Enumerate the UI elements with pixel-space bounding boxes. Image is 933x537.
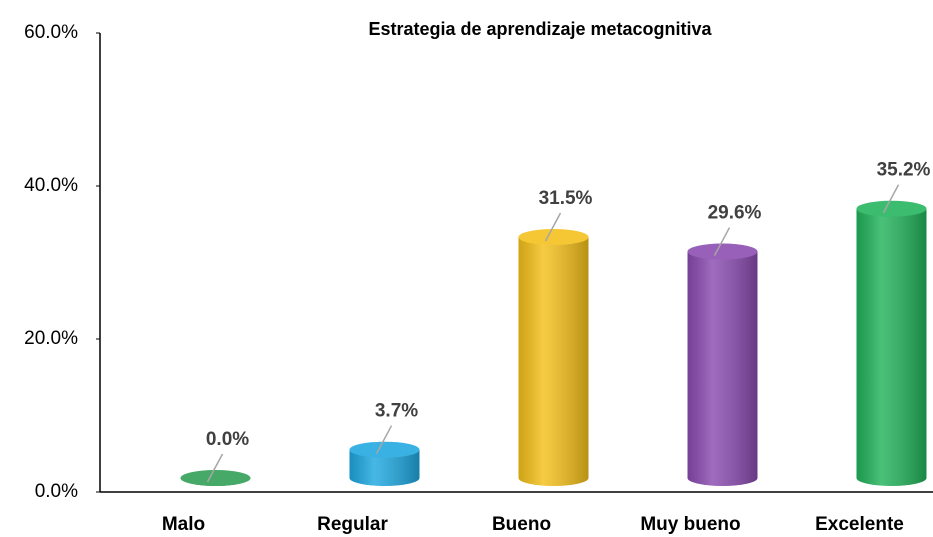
- bar: [856, 200, 927, 486]
- y-tick-label: 20.0%: [24, 328, 78, 349]
- bar: [518, 229, 589, 486]
- y-tick-label: 0.0%: [35, 481, 78, 502]
- leader-line: [713, 227, 731, 256]
- leader-line: [544, 212, 562, 242]
- x-tick-label: Excelente: [815, 514, 904, 535]
- data-label: 0.0%: [206, 429, 249, 450]
- bar: [180, 470, 251, 486]
- y-tick-label: 60.0%: [24, 22, 78, 43]
- bar: [687, 243, 758, 486]
- data-label: 31.5%: [539, 188, 593, 209]
- x-tick-label: Muy bueno: [640, 514, 740, 535]
- y-tick-label: 40.0%: [24, 175, 78, 196]
- bar: [349, 441, 420, 486]
- x-tick-label: Malo: [162, 514, 205, 535]
- x-tick-label: Regular: [317, 514, 388, 535]
- data-label: 3.7%: [375, 401, 418, 422]
- x-tick-label: Bueno: [492, 514, 551, 535]
- chart-title: Estrategia de aprendizaje metacognitiva: [368, 19, 712, 39]
- data-label: 29.6%: [708, 203, 762, 224]
- leader-line: [882, 184, 900, 214]
- leader-line: [206, 453, 224, 483]
- leader-line: [375, 425, 393, 455]
- data-label: 35.2%: [877, 160, 931, 181]
